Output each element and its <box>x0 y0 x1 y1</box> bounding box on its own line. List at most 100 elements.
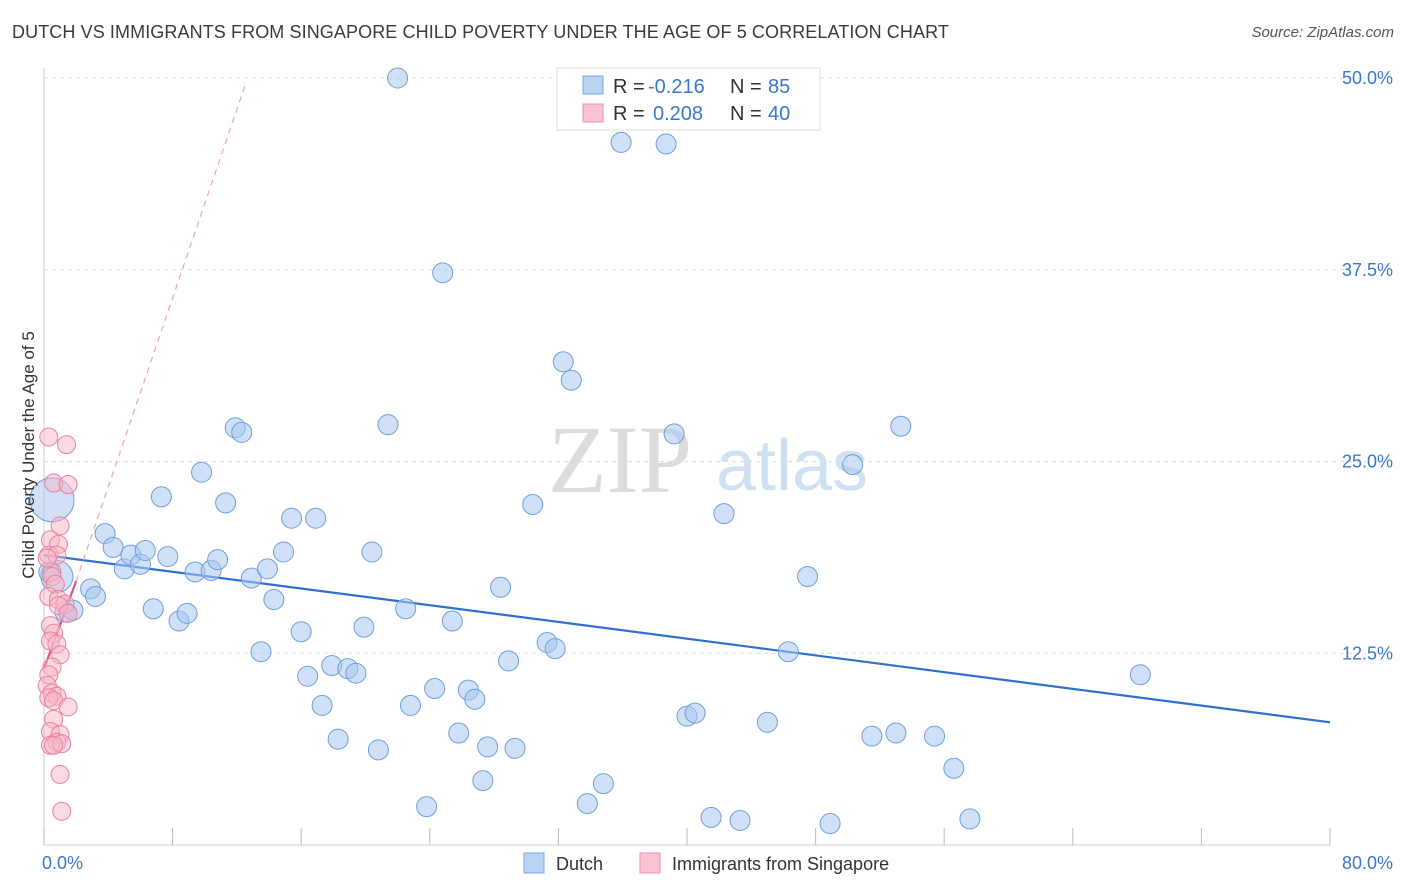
dutch-point-47 <box>432 262 454 284</box>
dutch-point-40 <box>367 739 389 761</box>
source-credit: Source: ZipAtlas.com <box>1251 24 1394 41</box>
dutch-point-43 <box>395 598 417 620</box>
dutch-point-61 <box>560 369 582 391</box>
dutch-point-49 <box>448 722 470 744</box>
dutch-point-21 <box>215 492 237 514</box>
dutch-point-74 <box>797 566 819 588</box>
x-tick-label-0: 0.0% <box>42 853 83 873</box>
dutch-point-11 <box>134 539 156 561</box>
legend-r-label-singapore: R = <box>613 103 645 125</box>
singapore-trend-line <box>42 580 78 669</box>
y-tick-label-2: 37.5% <box>1342 260 1393 280</box>
dutch-point-76 <box>842 454 864 476</box>
bottom-legend-swatch-singapore <box>639 852 661 874</box>
singapore-point-37 <box>50 764 70 784</box>
dutch-point-27 <box>263 589 285 611</box>
dutch-point-48 <box>441 610 463 632</box>
dutch-point-81 <box>943 757 965 779</box>
dutch-point-83 <box>1129 664 1151 686</box>
tick-labels: 12.5% 25.0% 37.5% 50.0% 0.0% 80.0% <box>42 68 1393 873</box>
y-tick-label-1: 25.0% <box>1342 452 1393 472</box>
dutch-point-32 <box>305 507 327 529</box>
trend-lines <box>42 85 1331 724</box>
dutch-point-79 <box>890 415 912 437</box>
dutch-point-52 <box>472 770 494 792</box>
dutch-point-73 <box>777 641 799 663</box>
watermark-zip: ZIP <box>548 406 692 513</box>
dutch-point-59 <box>544 638 566 660</box>
dutch-point-5 <box>84 585 106 607</box>
dutch-point-20 <box>207 549 229 571</box>
dutch-point-24 <box>240 567 262 589</box>
singapore-point-38 <box>52 801 72 821</box>
dutch-point-62 <box>576 793 598 815</box>
legend: R = -0.216 N = 85 R = 0.208 N = 40 <box>556 67 821 131</box>
bottom-legend-swatch-dutch <box>523 852 545 874</box>
legend-n-dutch: 85 <box>768 76 790 98</box>
dutch-point-16 <box>176 602 198 624</box>
chart-title: DUTCH VS IMMIGRANTS FROM SINGAPORE CHILD… <box>12 22 949 42</box>
dutch-point-68 <box>684 702 706 724</box>
dutch-point-18 <box>191 461 213 483</box>
dutch-point-77 <box>861 725 883 747</box>
singapore-point-39 <box>37 548 57 568</box>
legend-swatch-singapore <box>582 103 604 123</box>
dutch-point-56 <box>504 737 526 759</box>
dutch-point-35 <box>327 728 349 750</box>
dutch-point-53 <box>477 736 499 758</box>
dutch-point-70 <box>713 503 735 525</box>
dutch-point-54 <box>490 576 512 598</box>
dutch-point-42 <box>387 67 409 89</box>
dutch-point-51 <box>464 688 486 710</box>
dutch-point-44 <box>400 694 422 716</box>
dutch-point-64 <box>610 131 632 153</box>
dutch-point-38 <box>353 616 375 638</box>
legend-r-label-dutch: R = <box>613 76 645 98</box>
dutch-point-63 <box>592 773 614 795</box>
dutch-point-80 <box>924 725 946 747</box>
singapore-point-29 <box>58 697 78 717</box>
dutch-point-60 <box>552 351 574 373</box>
dutch-point-75 <box>819 813 841 835</box>
singapore-point-4 <box>50 516 70 536</box>
watermark: ZIP atlas <box>548 406 868 513</box>
singapore-point-36 <box>44 735 64 755</box>
legend-n-singapore: 40 <box>768 103 790 125</box>
y-tick-label-0: 12.5% <box>1342 643 1393 663</box>
singapore-points <box>37 427 78 821</box>
dutch-point-39 <box>361 541 383 563</box>
dutch-point-41 <box>377 414 399 436</box>
bottom-legend-dutch: Dutch <box>556 854 603 874</box>
singapore-point-0 <box>39 427 59 447</box>
legend-r-singapore: 0.208 <box>653 103 703 125</box>
dutch-point-14 <box>157 546 179 568</box>
grid-lines <box>44 77 1366 654</box>
singapore-point-3 <box>58 475 78 495</box>
axes <box>43 68 1331 846</box>
dutch-point-12 <box>142 598 164 620</box>
dutch-point-7 <box>102 536 124 558</box>
y-axis-title: Child Poverty Under the Age of 5 <box>19 331 38 579</box>
legend-n-label-dutch: N = <box>730 76 762 98</box>
dutch-point-25 <box>250 641 272 663</box>
dutch-point-13 <box>150 486 172 508</box>
dutch-point-26 <box>256 558 278 580</box>
singapore-point-16 <box>58 603 78 623</box>
dutch-point-29 <box>281 507 303 529</box>
dutch-point-45 <box>416 796 438 818</box>
legend-r-dutch: -0.216 <box>648 76 705 98</box>
dutch-point-66 <box>663 423 685 445</box>
dutch-point-23 <box>231 421 253 443</box>
bottom-legend: Dutch Immigrants from Singapore <box>523 852 889 874</box>
dutch-point-28 <box>273 541 295 563</box>
dutch-point-82 <box>959 808 981 830</box>
singapore-point-1 <box>57 435 77 455</box>
dutch-trend-line <box>43 553 1331 724</box>
y-tick-label-3: 50.0% <box>1342 68 1393 88</box>
dutch-point-69 <box>700 806 722 828</box>
dutch-point-30 <box>290 621 312 643</box>
dutch-point-31 <box>297 665 319 687</box>
dutch-point-71 <box>729 809 751 831</box>
legend-swatch-dutch <box>582 75 604 95</box>
dutch-point-37 <box>345 662 367 684</box>
